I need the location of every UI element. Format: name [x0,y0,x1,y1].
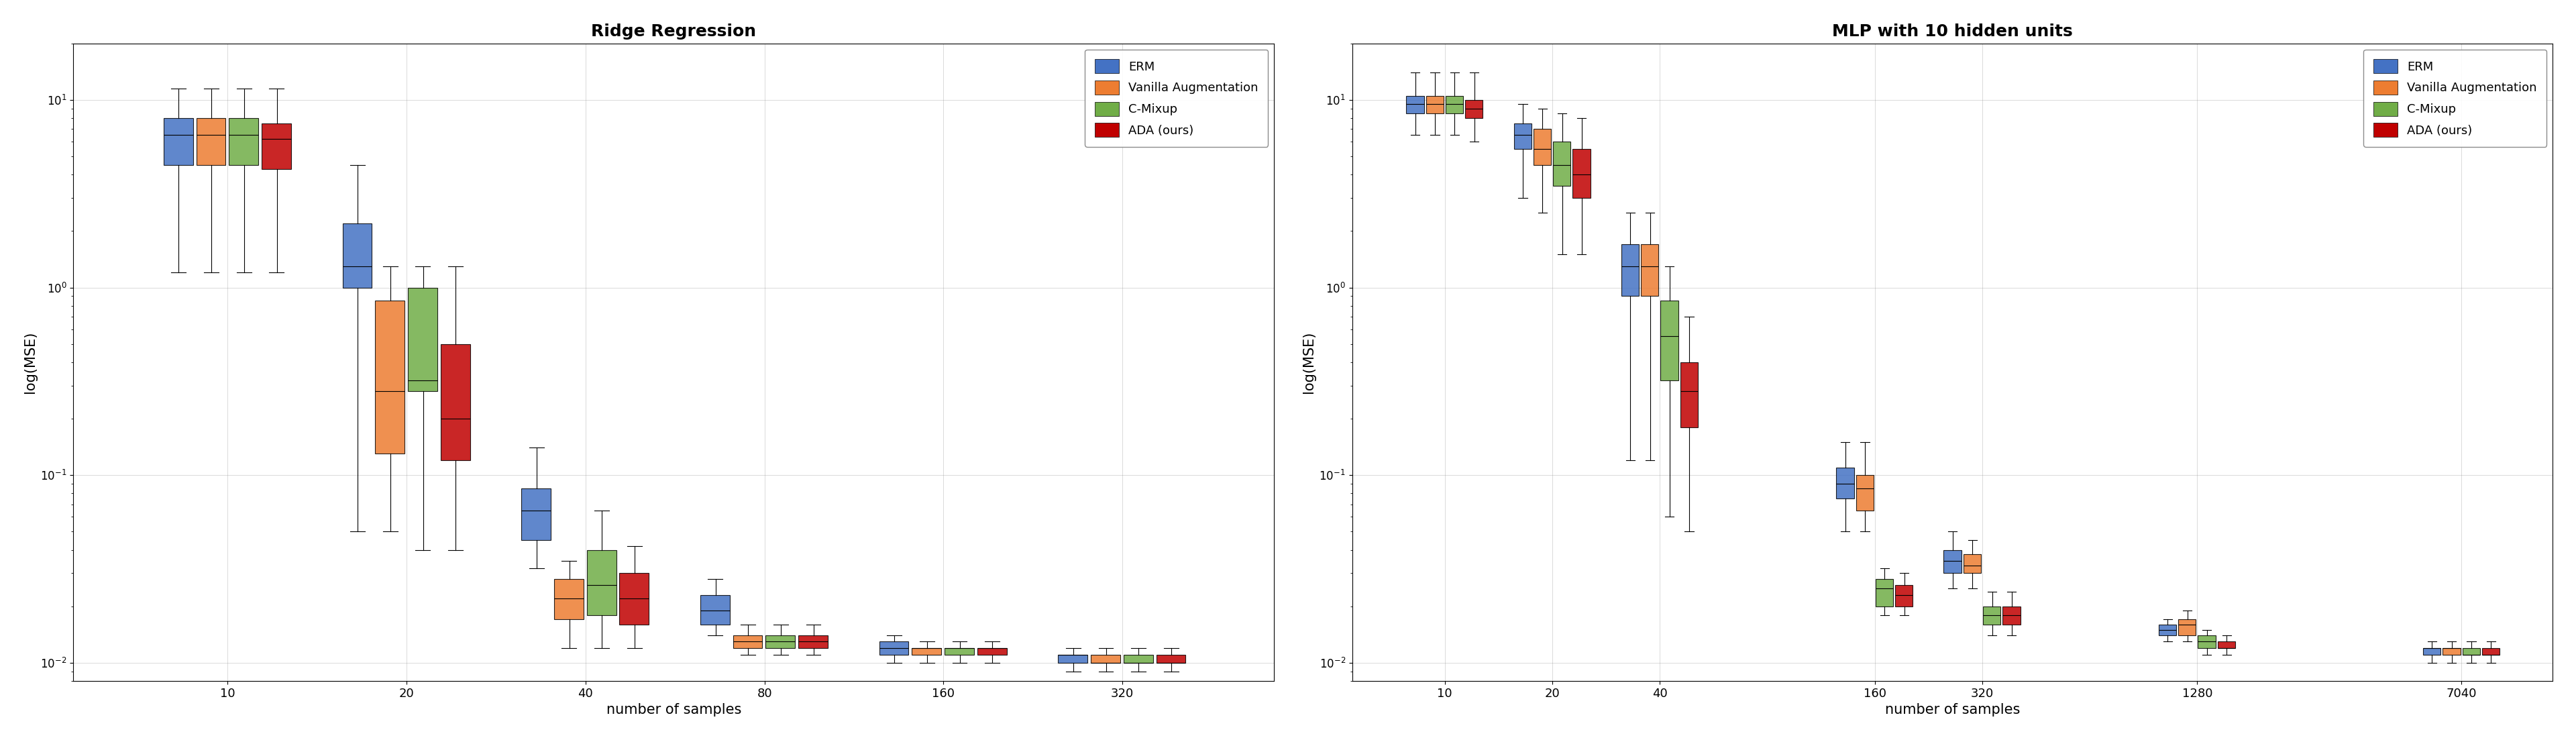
PathPatch shape [554,579,585,619]
Title: MLP with 10 hidden units: MLP with 10 hidden units [1832,23,2074,39]
PathPatch shape [2424,648,2439,655]
PathPatch shape [229,118,258,165]
PathPatch shape [2481,648,2499,655]
Y-axis label: log(MSE): log(MSE) [23,332,36,393]
PathPatch shape [1466,100,1484,118]
PathPatch shape [376,301,404,454]
PathPatch shape [2179,619,2195,636]
Y-axis label: log(MSE): log(MSE) [1301,332,1316,393]
PathPatch shape [2218,642,2236,648]
X-axis label: number of samples: number of samples [605,703,742,717]
PathPatch shape [520,488,551,540]
PathPatch shape [196,118,227,165]
PathPatch shape [765,636,796,648]
PathPatch shape [1090,655,1121,663]
PathPatch shape [1984,606,2002,625]
PathPatch shape [1620,244,1638,296]
PathPatch shape [1662,301,1677,380]
PathPatch shape [1445,96,1463,113]
PathPatch shape [2159,625,2177,636]
PathPatch shape [440,344,469,460]
PathPatch shape [912,648,940,655]
PathPatch shape [734,636,762,648]
Legend: ERM, Vanilla Augmentation, C-Mixup, ADA (ours): ERM, Vanilla Augmentation, C-Mixup, ADA … [1084,50,1267,147]
PathPatch shape [1406,96,1425,113]
PathPatch shape [407,288,438,391]
PathPatch shape [587,550,616,615]
PathPatch shape [263,124,291,169]
PathPatch shape [2463,648,2481,655]
PathPatch shape [1896,585,1914,606]
PathPatch shape [2197,636,2215,648]
PathPatch shape [1945,550,1960,574]
PathPatch shape [878,642,909,655]
PathPatch shape [1059,655,1087,663]
PathPatch shape [799,636,827,648]
Title: Ridge Regression: Ridge Regression [590,23,757,39]
X-axis label: number of samples: number of samples [1886,703,2020,717]
PathPatch shape [976,648,1007,655]
PathPatch shape [2442,648,2460,655]
PathPatch shape [1837,468,1855,499]
PathPatch shape [343,223,371,288]
PathPatch shape [1574,149,1589,198]
PathPatch shape [1855,475,1873,511]
PathPatch shape [618,574,649,625]
PathPatch shape [1641,244,1659,296]
PathPatch shape [945,648,974,655]
PathPatch shape [1875,579,1893,606]
PathPatch shape [1680,362,1698,427]
PathPatch shape [1157,655,1185,663]
Legend: ERM, Vanilla Augmentation, C-Mixup, ADA (ours): ERM, Vanilla Augmentation, C-Mixup, ADA … [2365,50,2548,147]
PathPatch shape [165,118,193,165]
PathPatch shape [2002,606,2020,625]
PathPatch shape [1515,124,1530,149]
PathPatch shape [1533,129,1551,165]
PathPatch shape [1427,96,1443,113]
PathPatch shape [1963,554,1981,574]
PathPatch shape [701,595,729,625]
PathPatch shape [1123,655,1154,663]
PathPatch shape [1553,141,1571,186]
